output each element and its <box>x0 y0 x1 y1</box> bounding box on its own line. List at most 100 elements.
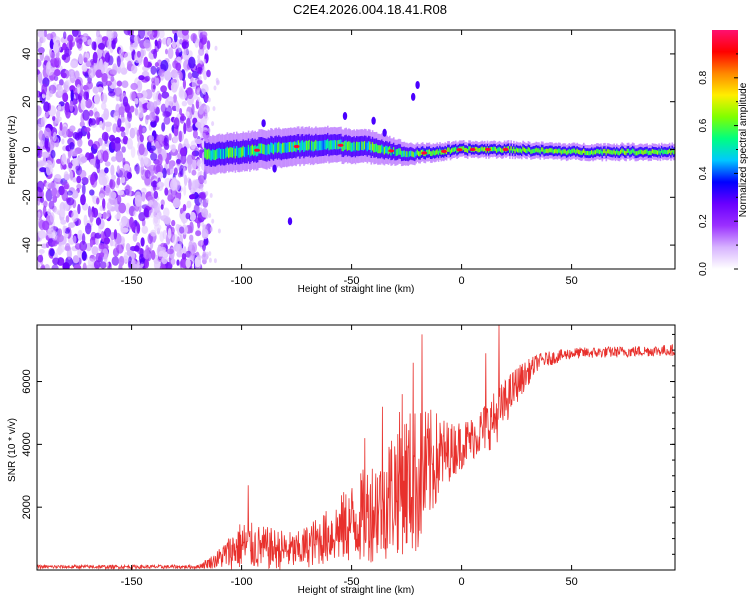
heatmap-band-cell <box>233 146 235 157</box>
heatmap-noise-cell <box>122 96 129 107</box>
heatmap-noise-cell <box>157 153 163 166</box>
colorbar: 0.0 0.2 0.4 0.6 0.8 Normalized spectral ampl… <box>698 30 749 276</box>
heatmap-noise-cell <box>116 194 122 205</box>
heatmap-noise-cell <box>142 127 146 133</box>
heatmap-noise-cell <box>201 83 209 95</box>
heatmap-noise-cell <box>62 92 69 103</box>
heatmap-band-cell <box>626 148 629 154</box>
heatmap-band-cell <box>315 139 317 150</box>
heatmap-noise-cell <box>108 78 117 90</box>
heatmap-noise-cell <box>168 162 173 171</box>
heatmap-noise-cell <box>137 107 144 119</box>
heatmap-noise-cell <box>70 89 74 102</box>
heatmap-band-cell <box>664 149 667 154</box>
heatmap-band-cell <box>447 147 449 152</box>
heatmap-band-cell <box>379 145 382 154</box>
heatmap-band-cell <box>230 147 233 158</box>
heatmap-noise-cell <box>61 126 69 138</box>
heatmap-noise-cell <box>104 227 112 238</box>
heatmap-noise-cell <box>180 113 185 119</box>
heatmap-noise-cell <box>171 144 177 153</box>
heatmap-noise-cell <box>138 30 145 39</box>
heatmap-noise-cell <box>37 58 42 68</box>
heatmap-noise-cell <box>72 255 80 264</box>
heatmap-band-cell <box>431 151 433 157</box>
heatmap-noise-cell <box>141 225 149 234</box>
heatmap-band-cell <box>494 146 497 152</box>
heatmap-noise-cell <box>167 228 172 240</box>
heatmap-band-cell <box>299 142 301 153</box>
heatmap-noise-cell <box>197 54 201 60</box>
heatmap-band-cell <box>650 150 652 156</box>
heatmap-noise-cell <box>44 127 52 139</box>
heatmap-band-cell <box>214 150 217 161</box>
heatmap-noise-cell <box>75 165 81 171</box>
heatmap-noise-cell <box>41 151 50 158</box>
heatmap-band-cell <box>579 150 581 155</box>
heatmap-noise-cell <box>97 42 106 50</box>
heatmap-band-cell <box>613 149 615 154</box>
heatmap-band-cell <box>658 149 660 154</box>
heatmap-noise-cell <box>63 173 71 181</box>
heatmap-band-cell <box>395 149 398 156</box>
heatmap-band-cell <box>530 149 532 154</box>
heatmap-noise-cell <box>173 167 178 176</box>
spectrogram-y-axis: -40 -20 0 20 40 <box>21 48 675 253</box>
heatmap-band-cell <box>276 143 279 154</box>
heatmap-band-cell <box>519 148 522 153</box>
heatmap-noise-cell <box>151 81 156 93</box>
heatmap-band-cell <box>561 149 564 154</box>
heatmap-band-cell <box>327 138 329 149</box>
heatmap-band-cell <box>547 149 549 154</box>
heatmap-band-cell <box>625 151 627 156</box>
heatmap-band-cell <box>381 144 383 153</box>
heatmap-noise-cell <box>197 125 201 131</box>
spectrogram-panel: -150 -100 -50 0 50 -40 -20 0 20 40 Height of str… <box>7 29 676 295</box>
heatmap-noise-cell <box>200 240 204 246</box>
heatmap-noise-cell <box>196 90 200 96</box>
heatmap-band-cell <box>220 149 222 160</box>
heatmap-noise-cell <box>134 107 139 116</box>
heatmap-band-cell <box>251 144 254 155</box>
heatmap-band-cell <box>639 149 642 154</box>
heatmap-noise-cell <box>188 178 192 191</box>
heatmap-noise-cell <box>85 223 92 235</box>
heatmap-noise-cell <box>98 242 105 250</box>
heatmap-noise-cell <box>66 158 70 165</box>
heatmap-band-cell <box>412 151 415 158</box>
heatmap-noise-cell <box>77 203 81 215</box>
heatmap-hotspot <box>337 143 344 147</box>
heatmap-band-cell <box>515 147 518 152</box>
heatmap-noise-cell <box>144 259 149 269</box>
heatmap-noise-cell <box>72 150 78 156</box>
heatmap-noise-cell <box>133 210 137 217</box>
heatmap-band-cell <box>543 149 545 154</box>
heatmap-noise-cell <box>188 240 193 250</box>
heatmap-noise-cell <box>115 150 124 163</box>
heatmap-noise-cell <box>122 135 129 145</box>
heatmap-noise-cell <box>37 254 44 263</box>
heatmap-band-cell <box>411 151 413 157</box>
heatmap-noise-cell <box>197 254 201 260</box>
colorbar-ticks: 0.0 0.2 0.4 0.6 0.8 <box>698 53 738 276</box>
heatmap-noise-cell <box>69 170 73 181</box>
heatmap-noise-cell <box>203 179 207 185</box>
heatmap-noise-cell <box>201 159 205 165</box>
snr-series-line <box>37 325 675 570</box>
heatmap-noise-cell <box>121 146 126 153</box>
figure-title: C2E4.2026.004.18.41.R08 <box>293 2 447 17</box>
heatmap-noise-cell <box>112 123 118 134</box>
heatmap-noise-cell <box>83 91 89 101</box>
heatmap-noise-cell <box>91 41 97 50</box>
heatmap-band-cell <box>324 139 326 150</box>
heatmap-noise-cell <box>179 207 184 215</box>
heatmap-noise-cell <box>213 85 217 91</box>
heatmap-noise-cell <box>62 42 67 51</box>
heatmap-noise-cell <box>166 248 174 255</box>
heatmap-band-cell <box>305 140 308 151</box>
heatmap-band-cell <box>206 149 209 160</box>
heatmap-band-cell <box>363 141 366 150</box>
heatmap-hotspot <box>293 144 300 149</box>
colorbar-gradient <box>712 30 738 269</box>
heatmap-band-cell <box>398 148 400 155</box>
